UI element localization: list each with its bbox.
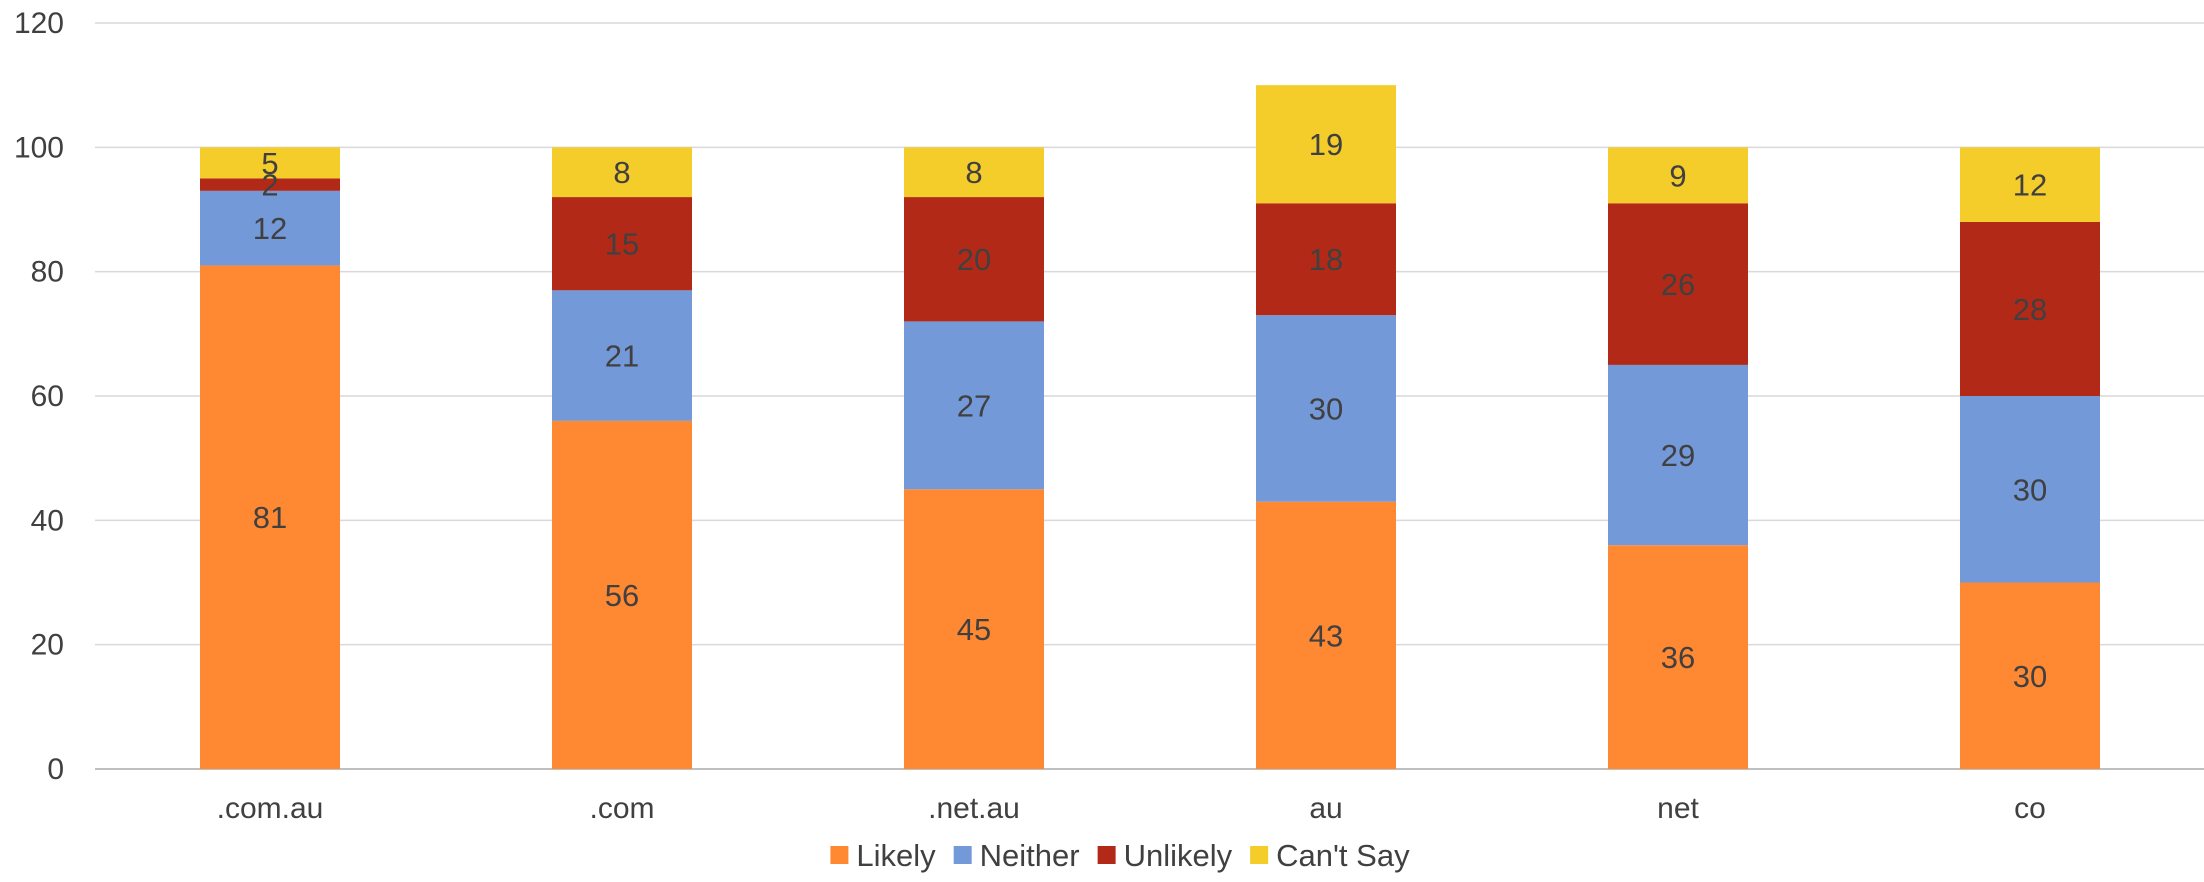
data-label: 43 — [1309, 618, 1343, 653]
legend-label: Can't Say — [1276, 838, 1410, 873]
legend-item-likely: Likely — [830, 838, 936, 873]
data-label: 81 — [253, 500, 287, 535]
bar-segment-likely-2 — [904, 489, 1044, 769]
data-label: 12 — [2013, 168, 2047, 203]
legend-swatch — [953, 846, 972, 864]
x-tick-label: co — [2014, 792, 2046, 825]
legend-label: Likely — [856, 838, 936, 873]
legend-swatch — [1097, 846, 1116, 864]
bar-segment-likely-5 — [1960, 582, 2100, 769]
legend-label: Unlikely — [1124, 838, 1233, 873]
data-label: 28 — [2013, 292, 2047, 327]
legend-swatch — [1250, 846, 1269, 864]
x-tick-label: au — [1309, 792, 1342, 825]
data-label: 45 — [957, 612, 991, 647]
bar-segment-unlikely-1 — [552, 197, 692, 291]
gridlines — [95, 22, 2204, 770]
bar-segment-can-t-say-2 — [904, 147, 1044, 198]
bar-segment-neither-5 — [1960, 396, 2100, 583]
legend-label: Neither — [980, 838, 1080, 873]
y-tick-label: 80 — [31, 256, 64, 289]
bar-segment-neither-4 — [1608, 364, 1748, 546]
data-labels: 81 12 25 56 21 15 8 45 27 20 8 43 30 18 19 36 29 26 9 30 30 2… — [253, 127, 2047, 694]
data-label: 56 — [605, 578, 639, 613]
bar-segment-can-t-say-4 — [1608, 147, 1748, 204]
bar-segment-likely-3 — [1256, 501, 1396, 769]
bar-segment-unlikely-0 — [200, 178, 340, 191]
data-label: 9 — [1669, 158, 1686, 193]
bar-segment-unlikely-4 — [1608, 203, 1748, 365]
bar-segment-unlikely-2 — [904, 197, 1044, 322]
data-label: 15 — [605, 227, 639, 262]
data-label: 20 — [957, 242, 991, 277]
data-label: 2 — [261, 168, 278, 203]
y-tick-label: 120 — [14, 7, 64, 40]
data-label: 12 — [253, 211, 287, 246]
legend-swatch — [830, 846, 849, 864]
bar-segment-likely-0 — [200, 265, 340, 769]
y-tick-label: 40 — [31, 504, 64, 537]
data-label: 30 — [2013, 659, 2047, 694]
data-label: 19 — [1309, 127, 1343, 162]
y-tick-label: 60 — [31, 380, 64, 413]
x-tick-label: .net.au — [928, 792, 1020, 825]
bar-segment-can-t-say-0 — [200, 147, 340, 179]
bar-segment-unlikely-5 — [1960, 221, 2100, 396]
data-label: 8 — [965, 155, 982, 190]
bar-segment-neither-2 — [904, 321, 1044, 490]
x-axis-ticks: .com.au .com .net.au au net co — [217, 792, 2046, 825]
data-label: 26 — [1661, 267, 1695, 302]
legend-item-neither: Neither — [953, 838, 1080, 873]
bar-segment-unlikely-3 — [1256, 203, 1396, 316]
bar-segment-neither-1 — [552, 290, 692, 421]
y-tick-label: 0 — [47, 753, 64, 786]
data-label: 30 — [1309, 391, 1343, 426]
legend-item-can-t-say: Can't Say — [1250, 838, 1410, 873]
data-label: 30 — [2013, 472, 2047, 507]
data-label: 27 — [957, 388, 991, 423]
data-label: 8 — [613, 155, 630, 190]
legend: Likely Neither Unlikely Can't Say — [830, 838, 1410, 873]
bar-segment-can-t-say-5 — [1960, 147, 2100, 222]
x-tick-label: .com.au — [217, 792, 324, 825]
bars — [200, 85, 2100, 769]
data-label: 36 — [1661, 640, 1695, 675]
data-label: 5 — [261, 146, 278, 181]
data-label: 29 — [1661, 438, 1695, 473]
data-label: 21 — [605, 339, 639, 374]
bar-segment-likely-1 — [552, 420, 692, 769]
x-tick-label: net — [1657, 792, 1699, 825]
bar-segment-can-t-say-3 — [1256, 85, 1396, 204]
bar-segment-neither-0 — [200, 190, 340, 266]
data-label: 18 — [1309, 242, 1343, 277]
y-axis-ticks: 0 20 40 60 80 100 120 — [14, 7, 64, 786]
x-tick-label: .com — [589, 792, 654, 825]
y-tick-label: 100 — [14, 131, 64, 164]
bar-segment-likely-4 — [1608, 545, 1748, 769]
legend-item-unlikely: Unlikely — [1097, 838, 1233, 873]
bar-segment-can-t-say-1 — [552, 147, 692, 198]
y-tick-label: 20 — [31, 629, 64, 662]
bar-segment-neither-3 — [1256, 315, 1396, 502]
